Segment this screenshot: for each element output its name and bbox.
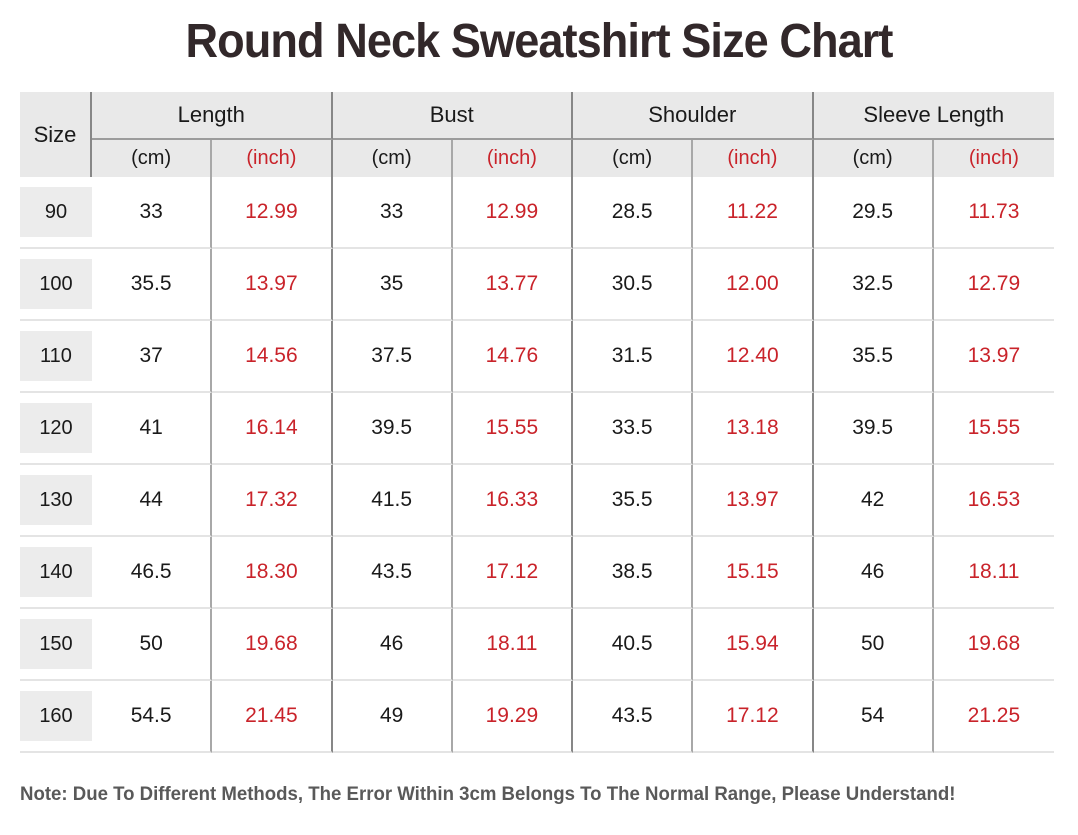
unit-header-shoulder-cm: (cm)	[573, 140, 694, 177]
unit-header-sleeve-inch: (inch)	[933, 140, 1054, 177]
shoulder-cm-value: 43.5	[573, 681, 694, 753]
sleeve-inch-value: 12.79	[933, 249, 1054, 321]
sleeve-cm-value: 42	[813, 465, 934, 537]
length-cm-value: 33	[92, 177, 213, 249]
shoulder-cm-value: 28.5	[573, 177, 694, 249]
table-row-size-cell: 90	[20, 177, 92, 249]
length-cm-value: 37	[92, 321, 213, 393]
sleeve-cm-value: 50	[813, 609, 934, 681]
length-inch-value: 14.56	[212, 321, 333, 393]
length-cm-value: 41	[92, 393, 213, 465]
shoulder-inch-value: 15.15	[693, 537, 814, 609]
sleeve-cm-value: 46	[813, 537, 934, 609]
bust-inch-value: 18.11	[452, 609, 573, 681]
size-value: 90	[20, 187, 92, 237]
unit-header-bust-inch: (inch)	[452, 140, 573, 177]
sleeve-cm-value: 29.5	[813, 177, 934, 249]
sleeve-inch-value: 19.68	[933, 609, 1054, 681]
shoulder-cm-value: 31.5	[573, 321, 694, 393]
shoulder-cm-value: 38.5	[573, 537, 694, 609]
shoulder-inch-value: 17.12	[693, 681, 814, 753]
unit-header-length-inch: (inch)	[212, 140, 333, 177]
bust-inch-value: 13.77	[452, 249, 573, 321]
sleeve-inch-value: 15.55	[933, 393, 1054, 465]
column-group-length: Length	[92, 92, 333, 140]
bust-cm-value: 39.5	[332, 393, 453, 465]
size-value: 140	[20, 547, 92, 597]
bust-cm-value: 35	[332, 249, 453, 321]
size-value: 110	[20, 331, 92, 381]
bust-inch-value: 16.33	[452, 465, 573, 537]
size-value: 100	[20, 259, 92, 309]
column-group-bust: Bust	[332, 92, 573, 140]
bust-inch-value: 12.99	[452, 177, 573, 249]
note-text: Note: Due To Different Methods, The Erro…	[20, 784, 956, 805]
shoulder-inch-value: 13.97	[693, 465, 814, 537]
sleeve-cm-value: 54	[813, 681, 934, 753]
column-group-shoulder: Shoulder	[573, 92, 814, 140]
table-row-size-cell: 130	[20, 465, 92, 537]
sleeve-cm-value: 39.5	[813, 393, 934, 465]
unit-header-length-cm: (cm)	[92, 140, 213, 177]
bust-inch-value: 14.76	[452, 321, 573, 393]
table-row-size-cell: 100	[20, 249, 92, 321]
sleeve-cm-value: 32.5	[813, 249, 934, 321]
length-inch-value: 12.99	[212, 177, 333, 249]
bust-inch-value: 19.29	[452, 681, 573, 753]
length-inch-value: 16.14	[212, 393, 333, 465]
unit-header-sleeve-cm: (cm)	[813, 140, 934, 177]
table-row-size-cell: 160	[20, 681, 92, 753]
shoulder-inch-value: 12.40	[693, 321, 814, 393]
bust-cm-value: 46	[332, 609, 453, 681]
bust-cm-value: 41.5	[332, 465, 453, 537]
column-group-sleeve-length: Sleeve Length	[813, 92, 1054, 140]
column-header-size: Size	[20, 92, 92, 177]
size-value: 150	[20, 619, 92, 669]
length-inch-value: 17.32	[212, 465, 333, 537]
shoulder-inch-value: 11.22	[693, 177, 814, 249]
sleeve-inch-value: 16.53	[933, 465, 1054, 537]
page-title: Round Neck Sweatshirt Size Chart	[185, 15, 893, 68]
shoulder-inch-value: 15.94	[693, 609, 814, 681]
length-cm-value: 35.5	[92, 249, 213, 321]
shoulder-cm-value: 35.5	[573, 465, 694, 537]
unit-header-shoulder-inch: (inch)	[693, 140, 814, 177]
sleeve-cm-value: 35.5	[813, 321, 934, 393]
table-row-size-cell: 110	[20, 321, 92, 393]
shoulder-inch-value: 12.00	[693, 249, 814, 321]
length-inch-value: 21.45	[212, 681, 333, 753]
bust-cm-value: 33	[332, 177, 453, 249]
bust-inch-value: 17.12	[452, 537, 573, 609]
length-cm-value: 44	[92, 465, 213, 537]
table-row-size-cell: 150	[20, 609, 92, 681]
shoulder-inch-value: 13.18	[693, 393, 814, 465]
unit-header-bust-cm: (cm)	[332, 140, 453, 177]
length-inch-value: 19.68	[212, 609, 333, 681]
bust-inch-value: 15.55	[452, 393, 573, 465]
bust-cm-value: 37.5	[332, 321, 453, 393]
size-value: 120	[20, 403, 92, 453]
size-value: 130	[20, 475, 92, 525]
size-value: 160	[20, 691, 92, 741]
table-row-size-cell: 120	[20, 393, 92, 465]
shoulder-cm-value: 40.5	[573, 609, 694, 681]
shoulder-cm-value: 30.5	[573, 249, 694, 321]
shoulder-cm-value: 33.5	[573, 393, 694, 465]
sleeve-inch-value: 21.25	[933, 681, 1054, 753]
bust-cm-value: 43.5	[332, 537, 453, 609]
length-inch-value: 18.30	[212, 537, 333, 609]
size-chart-table: Size Length Bust Shoulder Sleeve Length …	[20, 92, 1054, 753]
sleeve-inch-value: 11.73	[933, 177, 1054, 249]
length-cm-value: 46.5	[92, 537, 213, 609]
bust-cm-value: 49	[332, 681, 453, 753]
length-cm-value: 54.5	[92, 681, 213, 753]
length-inch-value: 13.97	[212, 249, 333, 321]
length-cm-value: 50	[92, 609, 213, 681]
sleeve-inch-value: 18.11	[933, 537, 1054, 609]
table-row-size-cell: 140	[20, 537, 92, 609]
sleeve-inch-value: 13.97	[933, 321, 1054, 393]
